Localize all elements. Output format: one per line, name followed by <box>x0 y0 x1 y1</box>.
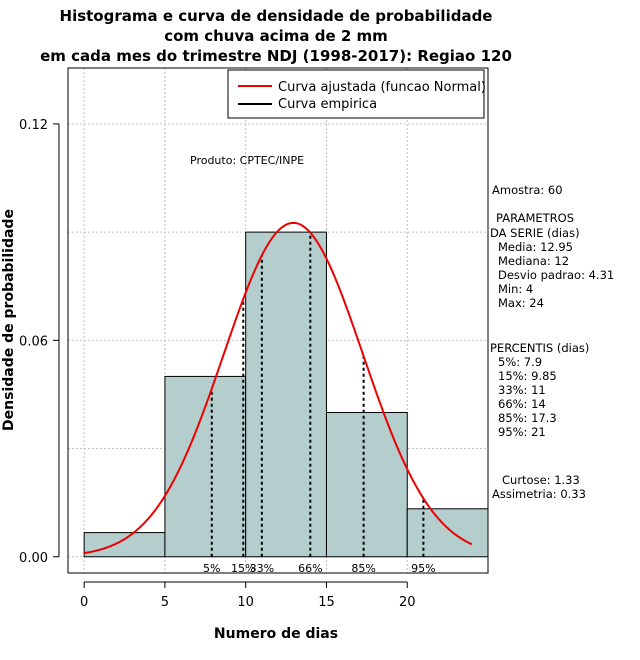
legend: Curva ajustada (funcao Normal) Curva emp… <box>227 69 486 119</box>
y-axis-title: Densidade de probabilidade <box>1 209 17 431</box>
x-axis-title: Numero de dias <box>214 626 338 642</box>
stat-mean: Media: 12.95 <box>498 240 573 254</box>
percentile-labels: 5% 15%33% 66% 85% 95% <box>203 562 436 575</box>
normal-curve-line <box>83 221 473 555</box>
x-axis: 0 5 10 15 20 <box>80 581 416 610</box>
y-tick-label-0.00: 0.00 <box>19 551 48 566</box>
y-tick-label-0.06: 0.06 <box>19 334 48 349</box>
percentile-label-4: 85% <box>351 562 375 575</box>
stat-p66: 66%: 14 <box>498 397 546 411</box>
stat-p85: 85%: 17.3 <box>498 411 557 425</box>
percentile-lines <box>210 232 425 557</box>
percentile-label-2: 33% <box>250 562 274 575</box>
chart-title-line-1: Histograma e curva de densidade de proba… <box>60 7 493 25</box>
y-tick-label-0.12: 0.12 <box>19 118 48 133</box>
stat-params-header: PARAMETROS <box>496 211 574 225</box>
percentile-label-5: 95% <box>411 562 435 575</box>
legend-label-fitted: Curva ajustada (funcao Normal) <box>278 80 486 95</box>
histogram-bar-4 <box>406 508 489 558</box>
stat-kurtosis: Curtose: 1.33 <box>502 473 580 487</box>
stat-p33: 33%: 11 <box>498 383 546 397</box>
histogram-bar-0 <box>83 532 166 558</box>
x-tick-label-0: 0 <box>80 595 88 610</box>
stat-sd: Desvio padrao: 4.31 <box>498 268 614 282</box>
histogram-bar-2 <box>245 231 327 558</box>
stat-skewness: Assimetria: 0.33 <box>492 487 586 501</box>
plot-frame <box>67 67 489 574</box>
stat-p15: 15%: 9.85 <box>498 369 557 383</box>
chart-title-line-2: com chuva acima de 2 mm <box>164 27 388 45</box>
chart-title-line-3: em cada mes do trimestre NDJ (1998-2017)… <box>40 47 512 65</box>
histogram-bars <box>83 231 489 558</box>
stats-panel: Amostra: 60 PARAMETROS DA SERIE (dias) M… <box>490 183 614 501</box>
stat-p95: 95%: 21 <box>498 425 546 439</box>
stat-median: Mediana: 12 <box>498 254 569 268</box>
stat-min: Min: 4 <box>498 282 533 296</box>
percentile-label-1: 15% <box>231 562 255 575</box>
x-tick-label-5: 5 <box>161 595 169 610</box>
histogram-bar-1 <box>164 375 247 558</box>
stat-sample: Amostra: 60 <box>492 183 563 197</box>
normal-curve-group <box>83 221 473 555</box>
stat-max: Max: 24 <box>498 296 544 310</box>
percentile-label-0: 5% <box>203 562 220 575</box>
x-tick-label-10: 10 <box>237 595 254 610</box>
y-axis: 0.00 0.06 0.12 <box>19 118 60 566</box>
legend-box <box>227 69 485 119</box>
stat-percentiles-header: PERCENTIS (dias) <box>490 341 589 355</box>
stat-params-subheader: DA SERIE (dias) <box>490 226 580 240</box>
histogram-bar-3 <box>325 411 408 558</box>
product-annotation: Produto: CPTEC/INPE <box>190 154 304 167</box>
percentile-label-3: 66% <box>298 562 322 575</box>
x-tick-label-20: 20 <box>399 595 416 610</box>
legend-label-empirical: Curva empirica <box>278 97 377 112</box>
x-tick-label-15: 15 <box>318 595 335 610</box>
stat-p5: 5%: 7.9 <box>498 355 542 369</box>
